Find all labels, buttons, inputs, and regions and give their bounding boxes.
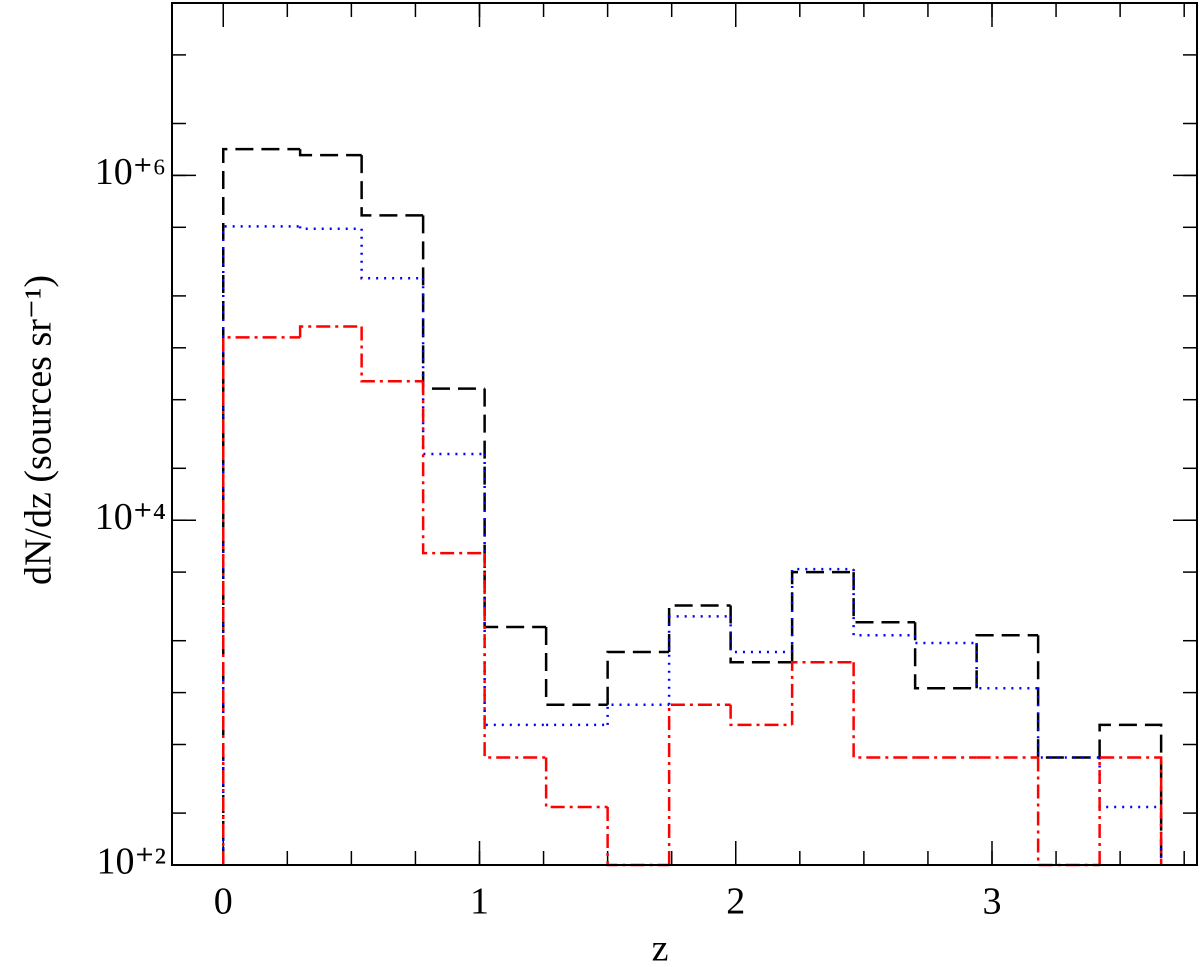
histogram-step — [360, 326, 424, 383]
histogram-step — [298, 325, 362, 338]
histogram-step — [360, 155, 424, 217]
histogram-step — [1036, 688, 1100, 759]
histogram-step — [483, 553, 547, 759]
y-tick-label: 10⁺⁴ — [95, 496, 166, 538]
histogram-step — [667, 615, 731, 705]
histogram-step — [729, 605, 793, 664]
histogram-step — [606, 703, 670, 725]
histogram-step — [421, 381, 485, 555]
histogram-step — [298, 149, 362, 157]
histogram-step — [667, 703, 731, 865]
histogram-step — [1098, 756, 1163, 865]
x-axis-label: z — [652, 928, 669, 967]
histogram-step — [606, 806, 670, 867]
histogram-step — [421, 278, 485, 456]
x-tick-label: 2 — [726, 881, 745, 923]
histogram-step — [222, 147, 301, 865]
histogram-step — [1036, 635, 1100, 759]
x-tick-label: 1 — [470, 881, 489, 923]
histogram-step — [222, 336, 301, 865]
histogram-step — [421, 215, 485, 390]
histogram-step — [975, 634, 1039, 689]
histogram-step — [483, 454, 547, 727]
histogram-step — [729, 616, 793, 654]
histogram-step — [729, 704, 793, 727]
y-tick-label: 10⁺⁶ — [95, 151, 166, 193]
x-tick-label: 3 — [983, 881, 1002, 923]
histogram-step — [544, 627, 608, 707]
histogram-step — [790, 660, 854, 725]
histogram-step — [790, 570, 854, 663]
x-tick-label: 0 — [214, 881, 233, 923]
histogram-step — [913, 635, 977, 645]
histogram-step — [913, 622, 977, 690]
histogram-step — [1098, 757, 1163, 865]
histogram-step — [790, 567, 854, 652]
histogram-step — [975, 642, 1039, 690]
histogram-step — [222, 225, 301, 865]
histogram-step — [667, 604, 731, 652]
histogram-step — [298, 226, 362, 231]
y-tick-label: 10⁺² — [97, 841, 166, 883]
histogram-step — [1036, 757, 1100, 867]
histogram-step — [606, 650, 670, 705]
y-axis-label: dN/dz (sources sr⁻¹) — [18, 275, 60, 585]
histogram-step — [483, 388, 547, 629]
histogram-step — [544, 757, 608, 809]
plot-frame — [171, 2, 1198, 866]
histogram-step — [852, 572, 916, 624]
histogram-step — [852, 569, 916, 637]
histogram-step — [360, 228, 424, 280]
histogram-step — [852, 662, 916, 759]
histogram-step — [1098, 723, 1163, 865]
